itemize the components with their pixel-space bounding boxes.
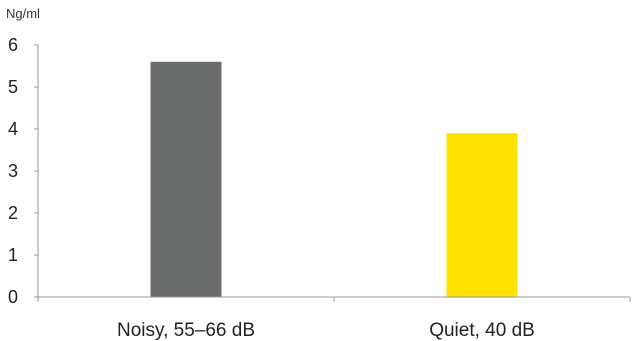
y-axis-ticks: 0 1 2 3 4 5 6 <box>8 35 38 307</box>
y-tick-label: 5 <box>8 77 18 97</box>
bar <box>150 61 222 297</box>
y-tick-label: 1 <box>8 245 18 265</box>
y-tick-label: 2 <box>8 203 18 223</box>
x-axis-labels: Noisy, 55–66 dB Quiet, 40 dB <box>117 320 535 341</box>
y-tick-label: 6 <box>8 35 18 55</box>
bar <box>446 133 518 297</box>
y-tick-label: 4 <box>8 119 18 139</box>
y-tick-label: 3 <box>8 161 18 181</box>
x-tick-label: Noisy, 55–66 dB <box>117 320 255 341</box>
y-axis-unit-label: Ng/ml <box>6 6 40 21</box>
y-tick-label: 0 <box>8 287 18 307</box>
axes <box>37 45 631 302</box>
x-tick-label: Quiet, 40 dB <box>429 320 535 341</box>
bars <box>150 61 518 297</box>
